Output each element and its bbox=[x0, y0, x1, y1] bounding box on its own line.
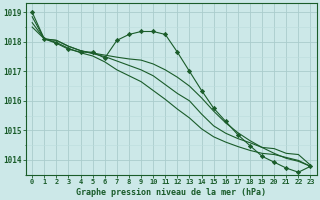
X-axis label: Graphe pression niveau de la mer (hPa): Graphe pression niveau de la mer (hPa) bbox=[76, 188, 266, 197]
